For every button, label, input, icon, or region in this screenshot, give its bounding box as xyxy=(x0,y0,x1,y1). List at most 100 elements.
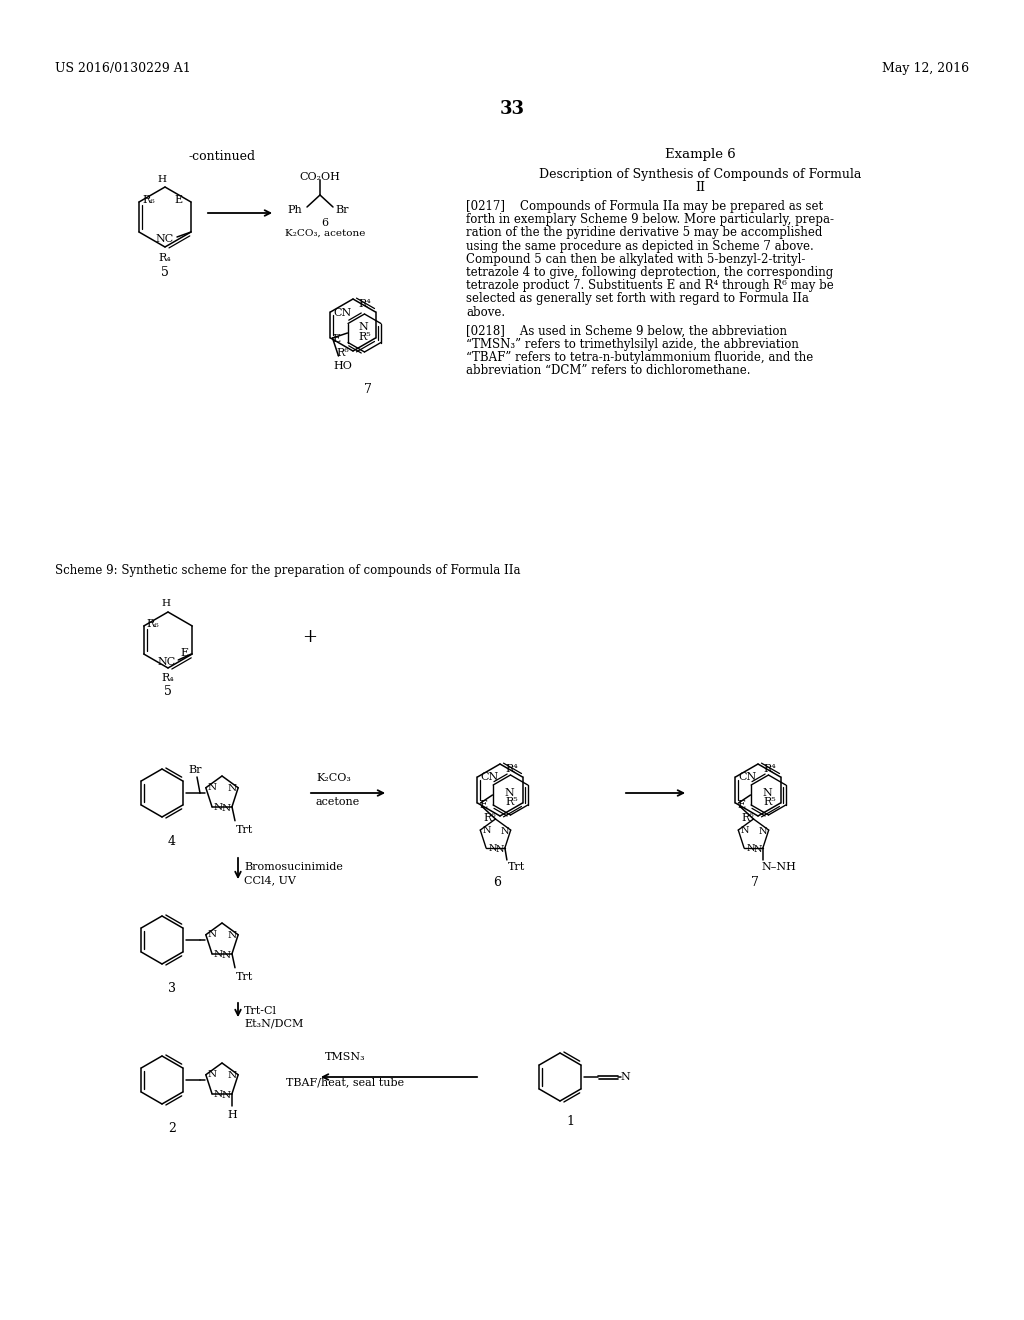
Text: tetrazole product 7. Substituents E and R⁴ through R⁶ may be: tetrazole product 7. Substituents E and … xyxy=(466,280,834,292)
Text: 6: 6 xyxy=(493,876,501,888)
Text: 5: 5 xyxy=(164,685,172,698)
Text: R⁶: R⁶ xyxy=(741,813,754,822)
Text: N–NH: N–NH xyxy=(762,862,797,873)
Text: N: N xyxy=(227,1072,237,1080)
Text: CN: CN xyxy=(334,308,351,318)
Text: TMSN₃: TMSN₃ xyxy=(325,1052,366,1063)
Text: NC: NC xyxy=(156,234,174,244)
Text: TBAF/heat, seal tube: TBAF/heat, seal tube xyxy=(286,1077,404,1086)
Text: H: H xyxy=(227,1110,237,1119)
Text: E: E xyxy=(737,800,745,810)
Text: Ph: Ph xyxy=(288,205,302,215)
Text: R⁶: R⁶ xyxy=(336,348,349,358)
Text: N: N xyxy=(222,1092,231,1101)
Text: 7: 7 xyxy=(751,876,759,888)
Text: Br: Br xyxy=(188,766,202,775)
Text: N: N xyxy=(214,950,223,960)
Text: May 12, 2016: May 12, 2016 xyxy=(882,62,969,75)
Text: tetrazole 4 to give, following deprotection, the corresponding: tetrazole 4 to give, following deprotect… xyxy=(466,267,834,279)
Text: R⁴: R⁴ xyxy=(506,764,518,774)
Text: N: N xyxy=(488,845,497,854)
Text: R⁴: R⁴ xyxy=(358,300,372,309)
Text: selected as generally set forth with regard to Formula IIa: selected as generally set forth with reg… xyxy=(466,293,809,305)
Text: Scheme 9: Synthetic scheme for the preparation of compounds of Formula IIa: Scheme 9: Synthetic scheme for the prepa… xyxy=(55,564,520,577)
Text: R₆: R₆ xyxy=(142,195,155,205)
Text: R⁵: R⁵ xyxy=(506,797,518,807)
Text: N: N xyxy=(758,826,767,836)
Text: N: N xyxy=(208,1071,217,1080)
Text: N: N xyxy=(222,952,231,960)
Text: acetone: acetone xyxy=(316,797,360,807)
Text: R⁵: R⁵ xyxy=(764,797,776,807)
Text: Bromosucinimide: Bromosucinimide xyxy=(244,862,343,873)
Text: E: E xyxy=(175,195,183,205)
Text: K₂CO₃, acetone: K₂CO₃, acetone xyxy=(285,228,366,238)
Text: 6: 6 xyxy=(322,218,329,228)
Text: Et₃N/DCM: Et₃N/DCM xyxy=(244,1019,303,1030)
Text: N: N xyxy=(504,788,514,799)
Text: above.: above. xyxy=(466,306,505,318)
Text: 1: 1 xyxy=(566,1115,574,1129)
Text: forth in exemplary Scheme 9 below. More particularly, prepa-: forth in exemplary Scheme 9 below. More … xyxy=(466,214,834,226)
Text: H: H xyxy=(162,599,171,609)
Text: [0217]    Compounds of Formula IIa may be prepared as set: [0217] Compounds of Formula IIa may be p… xyxy=(466,201,823,213)
Text: Compound 5 can then be alkylated with 5-benzyl-2-trityl-: Compound 5 can then be alkylated with 5-… xyxy=(466,253,805,265)
Text: N: N xyxy=(500,826,509,836)
Text: N: N xyxy=(358,322,368,333)
Text: CN: CN xyxy=(738,772,757,781)
Text: N: N xyxy=(208,931,217,940)
Text: Trt-Cl: Trt-Cl xyxy=(244,1006,278,1016)
Text: N: N xyxy=(227,784,237,793)
Text: +: + xyxy=(302,628,317,645)
Text: N: N xyxy=(214,1090,223,1100)
Text: N: N xyxy=(740,825,749,834)
Text: NC: NC xyxy=(157,657,175,667)
Text: N: N xyxy=(208,783,217,792)
Text: HO: HO xyxy=(334,360,352,371)
Text: abbreviation “DCM” refers to dichloromethane.: abbreviation “DCM” refers to dichloromet… xyxy=(466,364,751,378)
Text: ration of the the pyridine derivative 5 may be accomplished: ration of the the pyridine derivative 5 … xyxy=(466,227,822,239)
Text: using the same procedure as depicted in Scheme 7 above.: using the same procedure as depicted in … xyxy=(466,240,814,252)
Text: K₂CO₃: K₂CO₃ xyxy=(316,774,351,783)
Text: “TMSN₃” refers to trimethylsilyl azide, the abbreviation: “TMSN₃” refers to trimethylsilyl azide, … xyxy=(466,338,799,351)
Text: N: N xyxy=(754,845,762,854)
Text: US 2016/0130229 A1: US 2016/0130229 A1 xyxy=(55,62,190,75)
Text: Br: Br xyxy=(335,205,348,215)
Text: CO₂OH: CO₂OH xyxy=(300,172,340,182)
Text: E: E xyxy=(180,648,188,657)
Text: “TBAF” refers to tetra-n-butylammonium fluoride, and the: “TBAF” refers to tetra-n-butylammonium f… xyxy=(466,351,813,364)
Text: N: N xyxy=(214,804,223,812)
Text: II: II xyxy=(695,181,705,194)
Text: Trt: Trt xyxy=(508,862,525,873)
Text: H: H xyxy=(158,176,167,183)
Text: 33: 33 xyxy=(500,100,524,117)
Text: Trt: Trt xyxy=(236,972,253,982)
Text: N: N xyxy=(482,825,490,834)
Text: R⁵: R⁵ xyxy=(358,333,372,342)
Text: N: N xyxy=(227,931,237,940)
Text: 3: 3 xyxy=(168,982,176,995)
Text: R⁴: R⁴ xyxy=(764,764,776,774)
Text: [0218]    As used in Scheme 9 below, the abbreviation: [0218] As used in Scheme 9 below, the ab… xyxy=(466,325,787,338)
Text: 4: 4 xyxy=(168,834,176,847)
Text: CCl4, UV: CCl4, UV xyxy=(244,875,296,884)
Text: -continued: -continued xyxy=(188,150,256,162)
Text: R₄: R₄ xyxy=(162,673,174,682)
Text: Trt: Trt xyxy=(236,825,253,834)
Text: N: N xyxy=(620,1072,630,1082)
Text: 5: 5 xyxy=(161,267,169,279)
Text: N: N xyxy=(496,845,504,854)
Text: N: N xyxy=(746,845,755,854)
Text: E: E xyxy=(479,800,487,810)
Text: N: N xyxy=(762,788,772,799)
Text: R₄: R₄ xyxy=(159,253,171,263)
Text: CN: CN xyxy=(480,772,499,781)
Text: Description of Synthesis of Compounds of Formula: Description of Synthesis of Compounds of… xyxy=(539,168,861,181)
Text: R₆: R₆ xyxy=(146,619,160,630)
Text: R⁶: R⁶ xyxy=(483,813,496,822)
Text: 7: 7 xyxy=(365,383,372,396)
Text: 2: 2 xyxy=(168,1122,176,1135)
Text: Example 6: Example 6 xyxy=(665,148,735,161)
Text: N: N xyxy=(222,804,231,813)
Text: E: E xyxy=(333,334,341,345)
